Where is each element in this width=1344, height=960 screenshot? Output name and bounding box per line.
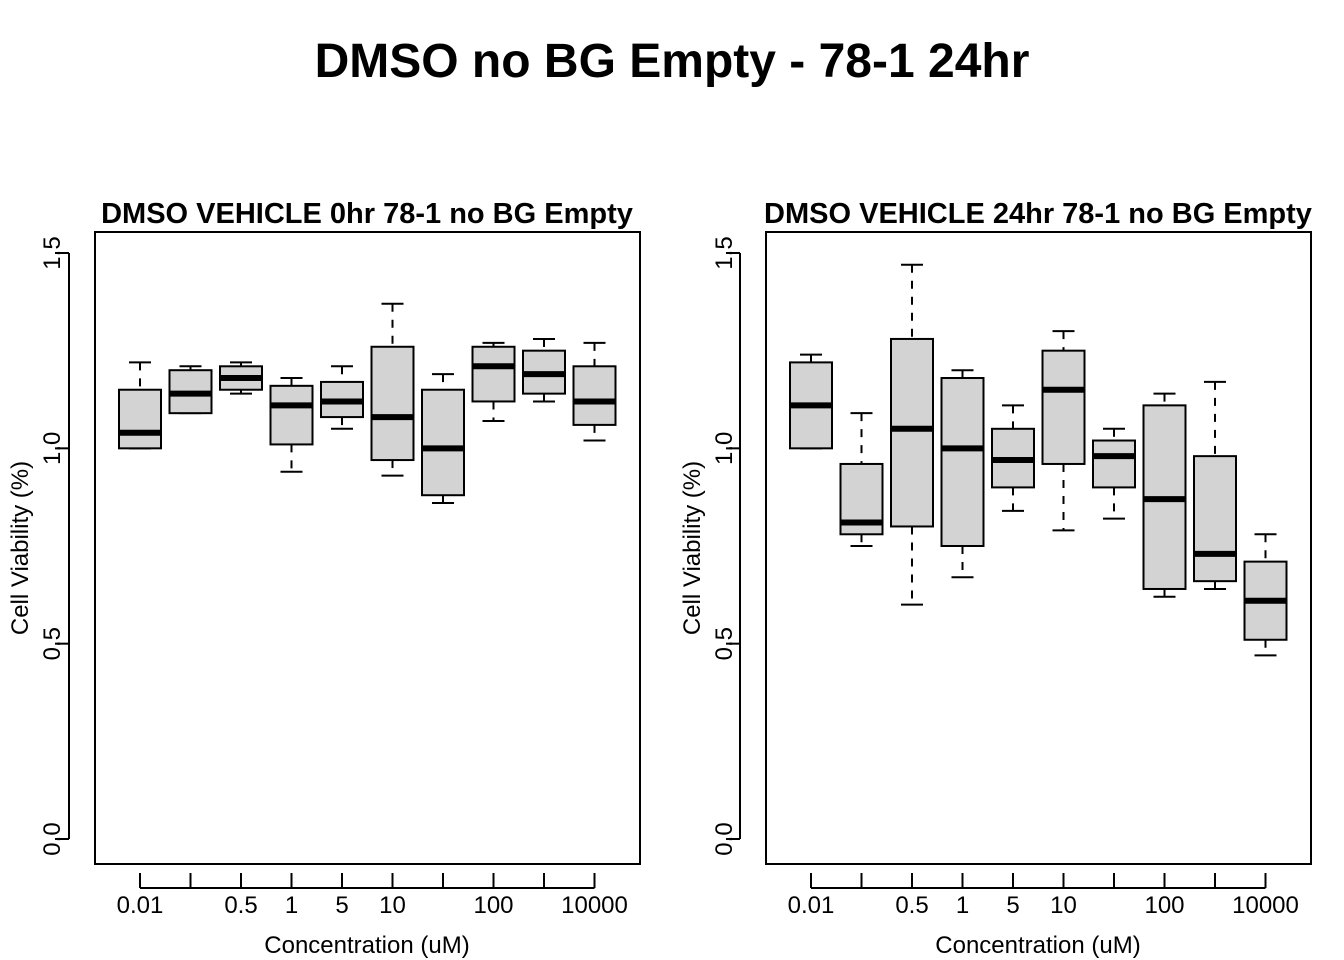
x-tick-label: 10000 (561, 892, 628, 919)
plot-frame (765, 231, 1312, 865)
box-iqr (471, 345, 516, 403)
x-tick-label: 0.5 (224, 892, 257, 919)
y-tick-label: 1.0 (711, 432, 738, 465)
box-iqr (118, 388, 162, 450)
x-tick-label: 10 (1050, 892, 1077, 919)
panel-0h: DMSO VEHICLE 0hr 78-1 no BG Empty 0.0 0.5 1… (7, 198, 641, 959)
x-tick-label: 5 (1006, 892, 1019, 919)
box-iqr (940, 377, 985, 547)
x-tick-label: 5 (335, 892, 348, 919)
figure-title: DMSO no BG Empty - 78-1 24hr (314, 35, 1030, 88)
y-axis-label: Cell Viability (%) (679, 461, 706, 635)
box-iqr (269, 384, 314, 446)
x-tick-label: 0.5 (895, 892, 928, 919)
box-iqr (370, 345, 415, 462)
panel-24h: DMSO VEHICLE 24hr 78-1 no BG Empty 0.0 0.5… (679, 198, 1312, 959)
box-iqr (572, 365, 617, 426)
x-tick-label: 10000 (1232, 892, 1299, 919)
y-tick-label: 0.0 (711, 822, 738, 855)
x-tick-label: 100 (1144, 892, 1184, 919)
box-iqr (421, 388, 465, 497)
plot-frame (94, 231, 641, 865)
panel-title: DMSO VEHICLE 0hr 78-1 no BG Empty (101, 198, 633, 230)
x-tick-label: 0.01 (788, 892, 835, 919)
y-tick-label: 1.5 (39, 236, 66, 269)
x-tick-label: 1 (285, 892, 298, 919)
y-tick-label: 1.0 (39, 432, 66, 465)
y-tick-label: 0.0 (39, 822, 66, 855)
x-tick-label: 10 (379, 892, 406, 919)
box-iqr (1092, 439, 1136, 489)
box-iqr (1193, 455, 1237, 583)
x-tick-label: 1 (956, 892, 969, 919)
y-tick-label: 1.5 (711, 236, 738, 269)
box-iqr (890, 337, 934, 528)
y-tick-label: 0.5 (39, 627, 66, 660)
x-tick-label: 0.01 (117, 892, 164, 919)
y-axis-label: Cell Viability (%) (7, 461, 34, 635)
x-axis-label: Concentration (uM) (264, 932, 469, 959)
x-axis-label: Concentration (uM) (935, 932, 1140, 959)
y-tick-label: 0.5 (711, 627, 738, 660)
panel-title: DMSO VEHICLE 24hr 78-1 no BG Empty (764, 198, 1312, 230)
box-iqr (1041, 349, 1086, 465)
x-tick-label: 100 (473, 892, 513, 919)
